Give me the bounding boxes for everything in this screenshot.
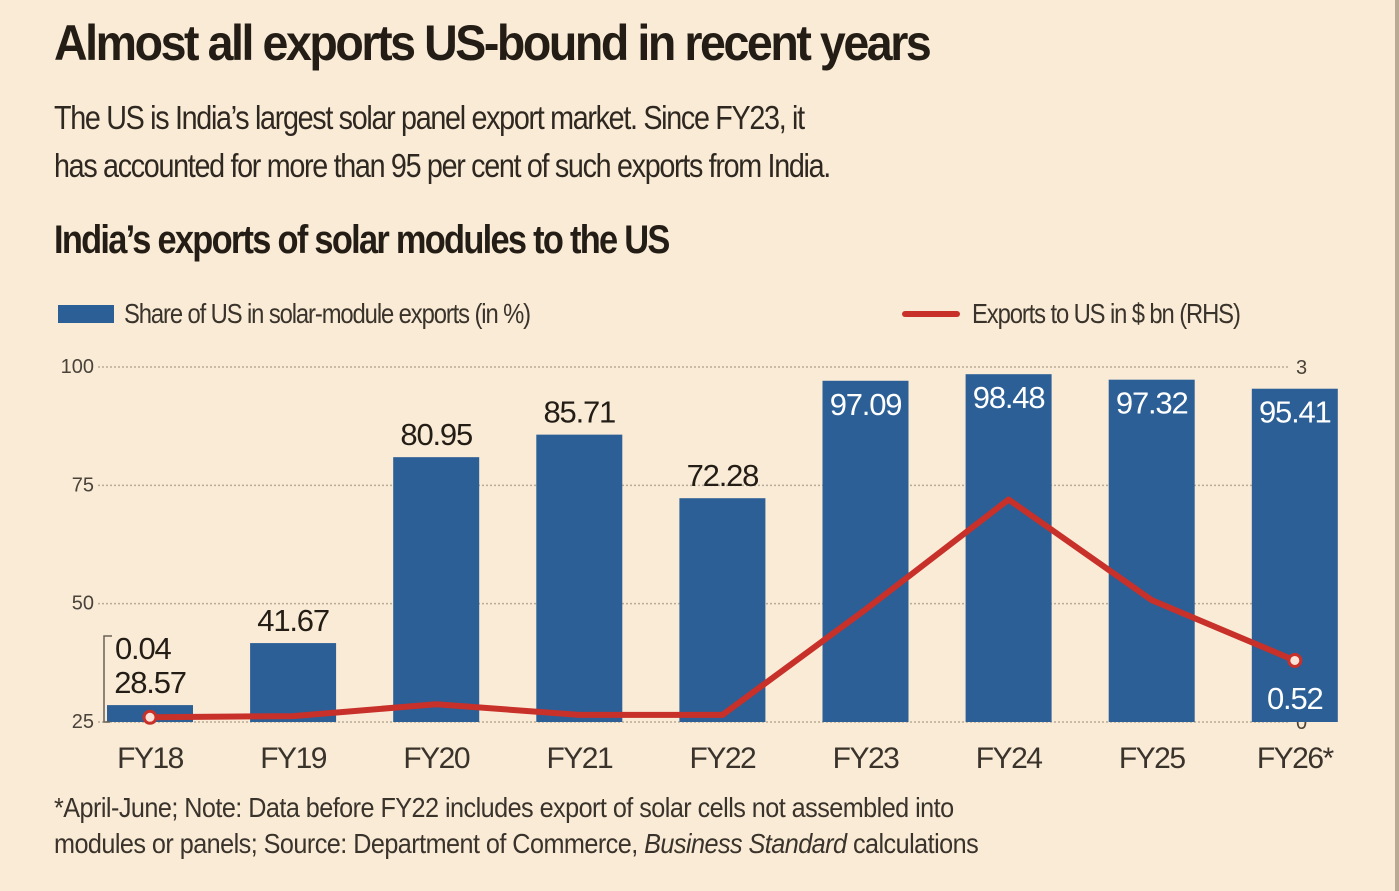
bar: [679, 498, 766, 722]
x-axis-label: FY22: [690, 742, 757, 775]
bar: [822, 380, 909, 722]
bar-data-label: 80.95: [400, 417, 472, 452]
bar-data-label: 85.71: [544, 395, 616, 430]
left-axis-tick: 25: [72, 711, 94, 733]
x-axis-label: FY25: [1119, 742, 1186, 775]
bar-data-label: 72.28: [687, 458, 759, 493]
line-endpoint-marker: [142, 709, 158, 725]
bars: [107, 374, 1338, 722]
line-endpoint-marker: [1287, 652, 1303, 668]
left-axis-tick: 100: [61, 356, 94, 378]
line-series: [142, 496, 1303, 725]
x-axis-label: FY20: [403, 742, 470, 775]
bar-data-label: 95.41: [1259, 395, 1331, 430]
bar: [1251, 388, 1338, 722]
chart-subtitle: The US is India’s largest solar panel ex…: [54, 94, 831, 190]
legend-line-swatch: [902, 311, 960, 317]
bar-data-label: 28.57: [114, 665, 186, 700]
footnote-line-1: *April-June; Note: Data before FY22 incl…: [54, 792, 954, 823]
x-axis-label: FY21: [546, 742, 613, 775]
bar: [965, 374, 1052, 722]
bar: [536, 434, 623, 722]
legend-bar: Share of US in solar-module exports (in …: [58, 298, 602, 330]
bar-data-label: 97.32: [1116, 386, 1188, 421]
chart-title: India’s exports of solar modules to the …: [54, 218, 670, 262]
right-border: [1395, 0, 1399, 891]
footnote-line-2: modules or panels; Source: Department of…: [54, 826, 979, 862]
left-axis-tick: 50: [72, 593, 94, 615]
line-data-label: 0.04: [115, 631, 171, 666]
bar: [393, 457, 480, 722]
legend-line: Exports to US in $ bn (RHS): [902, 298, 1287, 330]
subtitle-line-2: has accounted for more than 95 per cent …: [54, 147, 831, 184]
bar: [250, 643, 337, 722]
right-axis-tick: 0: [1296, 712, 1307, 734]
label-bracket: [103, 635, 112, 723]
right-axis-tick: 3: [1296, 357, 1307, 379]
footnote-source-prefix: modules or panels; Source: Department of…: [54, 828, 645, 859]
footnote: *April-June; Note: Data before FY22 incl…: [54, 790, 979, 862]
x-axis-label: FY19: [260, 742, 327, 775]
x-axis-label: FY23: [833, 742, 900, 775]
footnote-source-italic: Business Standard: [644, 828, 847, 859]
subtitle-line-1: The US is India’s largest solar panel ex…: [54, 99, 805, 136]
legend-bar-label: Share of US in solar-module exports (in …: [124, 298, 531, 329]
x-axis-label: FY26*: [1257, 742, 1335, 775]
export-line: [147, 496, 1298, 721]
legend-bar-swatch: [58, 305, 114, 323]
bar-data-label: 98.48: [973, 380, 1045, 415]
chart-headline: Almost all exports US-bound in recent ye…: [54, 15, 932, 71]
legend-line-label: Exports to US in $ bn (RHS): [972, 298, 1241, 329]
bar-data-label: 97.09: [830, 387, 902, 422]
x-axis-label: FY18: [117, 742, 184, 775]
line-data-label: 0.52: [1267, 681, 1323, 716]
labels: FY18 28.57 FY19 41.67 FY20 80.95 FY21 85.71 FY22…: [103, 380, 1336, 775]
bar-data-label: 41.67: [257, 603, 329, 638]
left-axis-tick: 75: [72, 474, 94, 496]
footnote-source-suffix: calculations: [846, 828, 979, 859]
x-axis-label: FY24: [976, 742, 1043, 775]
bar: [1108, 379, 1195, 722]
